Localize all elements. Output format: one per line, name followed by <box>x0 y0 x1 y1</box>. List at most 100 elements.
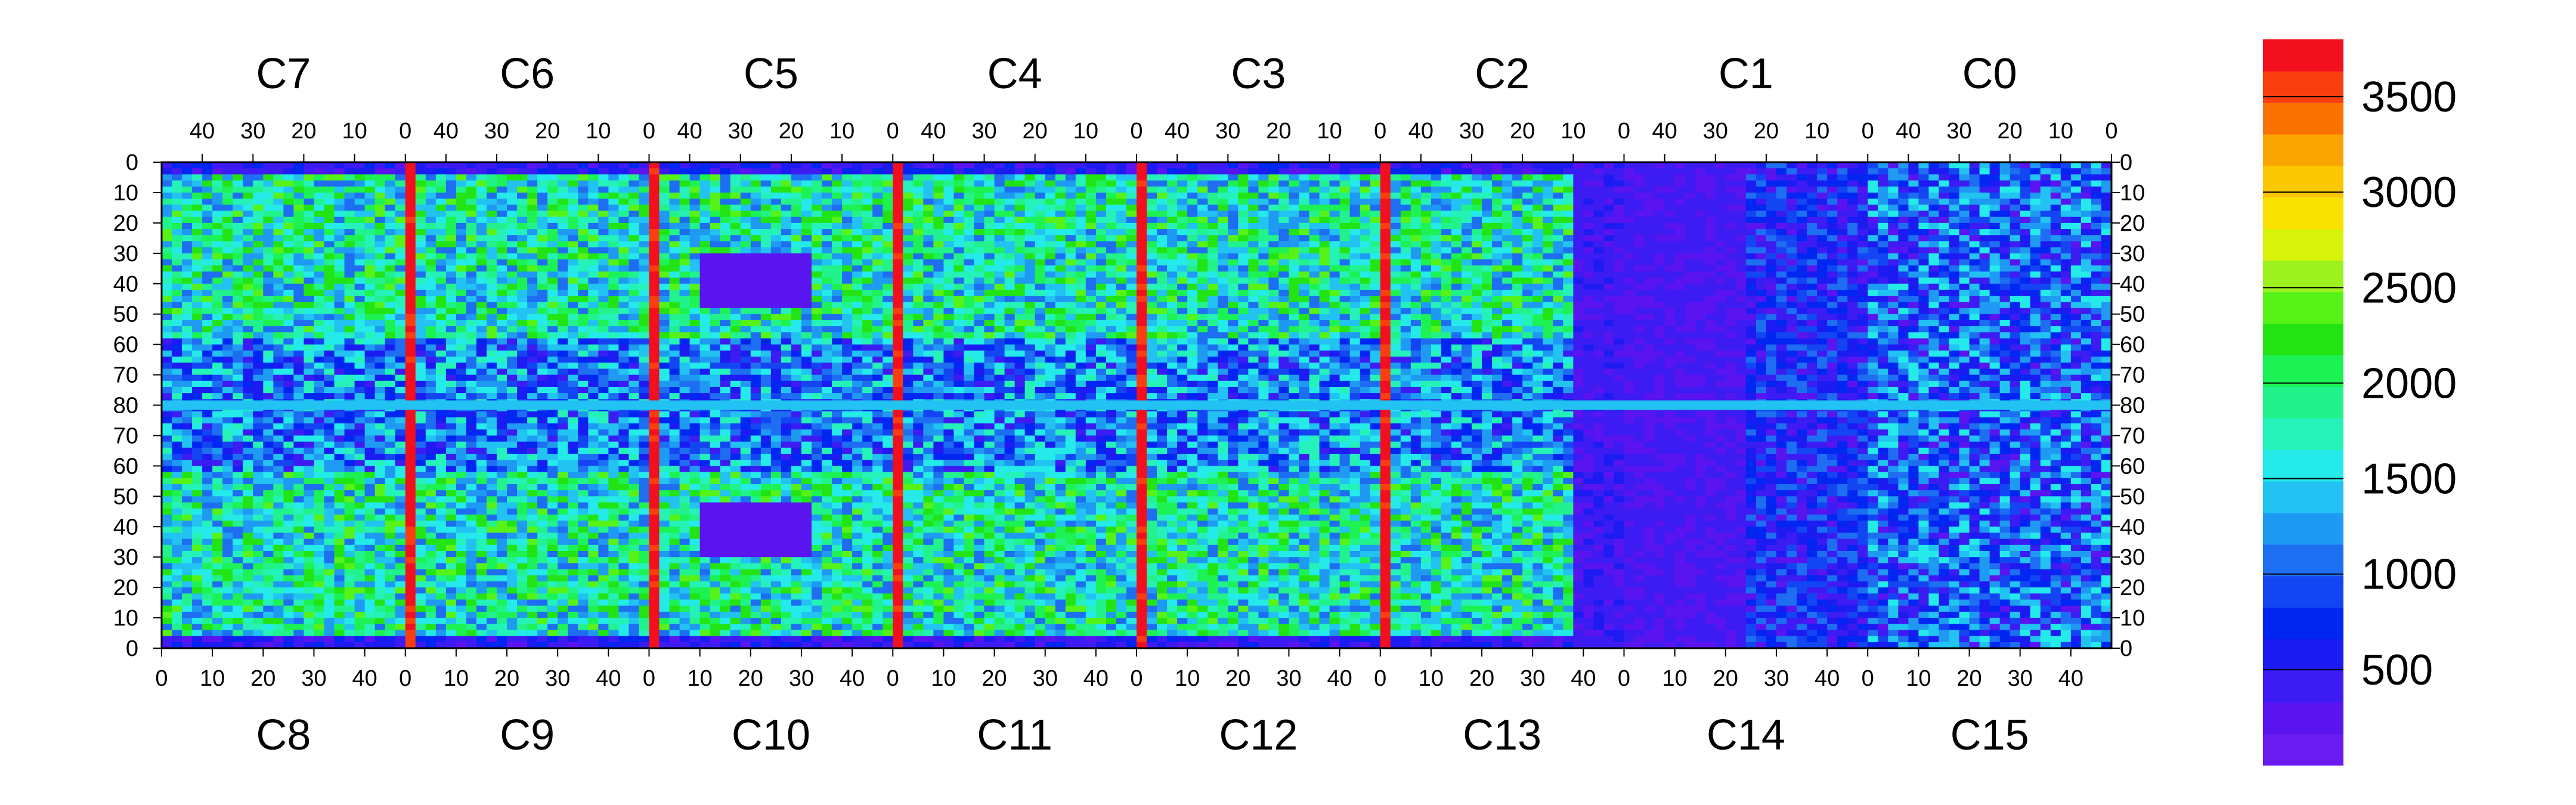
heatmap-cell <box>628 247 640 254</box>
heatmap-cell <box>537 314 548 321</box>
heatmap-cell <box>293 289 305 296</box>
heatmap-cell <box>1502 192 1513 199</box>
heatmap-cell <box>893 222 903 230</box>
heatmap-cell <box>639 186 650 193</box>
heatmap-cell <box>1857 186 1868 193</box>
heatmap-cell <box>1075 308 1086 315</box>
heatmap-cell <box>639 296 650 302</box>
heatmap-cell <box>2020 216 2031 224</box>
heatmap-cell <box>2091 216 2102 224</box>
heatmap-cell <box>344 296 355 302</box>
heatmap-cell <box>304 192 315 199</box>
heatmap-cell <box>182 283 193 290</box>
heatmap-cell <box>679 235 691 242</box>
heatmap-cell <box>760 302 772 309</box>
heatmap-cell <box>801 277 812 284</box>
heatmap-cell <box>1969 180 1980 187</box>
heatmap-cell <box>162 253 172 260</box>
heatmap-cell <box>1989 199 2001 205</box>
heatmap-cell <box>1218 241 1228 248</box>
heatmap-cell <box>324 241 335 248</box>
heatmap-cell <box>2020 259 2031 266</box>
heatmap-cell <box>598 283 609 290</box>
heatmap-cell <box>1278 265 1290 272</box>
heatmap-cell <box>354 259 366 266</box>
heatmap-cell <box>476 235 487 242</box>
heatmap-cell <box>913 308 924 315</box>
heatmap-cell <box>1095 186 1107 193</box>
heatmap-cell <box>456 247 467 254</box>
heatmap-cell <box>913 265 924 272</box>
heatmap-cell <box>547 314 558 321</box>
heatmap-cell <box>1928 235 1940 242</box>
heatmap-cell <box>2050 168 2061 175</box>
heatmap-cell <box>1329 265 1340 272</box>
heatmap-cell <box>293 253 305 260</box>
heatmap-cell <box>1797 253 1807 260</box>
heatmap-cell <box>2010 216 2021 224</box>
heatmap-cell <box>1137 296 1147 302</box>
heatmap-cell <box>445 247 457 254</box>
heatmap-cell <box>1949 235 1960 242</box>
heatmap-cell <box>903 259 914 266</box>
heatmap-cell <box>1745 283 1757 290</box>
heatmap-cell <box>1898 289 1909 296</box>
heatmap-cell <box>1715 241 1726 248</box>
heatmap-cell <box>1918 229 1930 236</box>
heatmap-cell <box>1664 174 1676 181</box>
heatmap-cell <box>233 247 243 254</box>
heatmap-cell <box>1715 180 1726 187</box>
heatmap-cell <box>1593 253 1605 260</box>
heatmap-cell <box>1939 162 1950 169</box>
heatmap-cell <box>639 199 650 205</box>
heatmap-cell <box>578 186 589 193</box>
heatmap-cell <box>2070 302 2082 309</box>
heatmap-cell <box>2050 192 2061 199</box>
heatmap-cell <box>1674 296 1686 302</box>
heatmap-cell <box>730 216 741 224</box>
heatmap-cell <box>1807 277 1818 284</box>
heatmap-cell <box>1218 271 1228 278</box>
heatmap-cell <box>1390 314 1401 321</box>
heatmap-cell <box>2080 283 2092 290</box>
heatmap-cell <box>1420 205 1432 212</box>
heatmap-cell <box>2010 229 2021 236</box>
heatmap-cell <box>1817 283 1828 290</box>
heatmap-cell <box>1177 199 1188 205</box>
heatmap-cell <box>913 253 924 260</box>
heatmap-cell <box>1329 180 1340 187</box>
heatmap-cell <box>374 283 386 290</box>
heatmap-cell <box>2030 222 2041 230</box>
heatmap-cell <box>1024 314 1036 321</box>
heatmap-cell <box>476 296 487 302</box>
heatmap-cell <box>1085 247 1097 254</box>
heatmap-cell <box>1380 235 1391 242</box>
heatmap-cell <box>1634 168 1645 175</box>
heatmap-cell <box>243 162 253 169</box>
heatmap-cell <box>1553 199 1563 205</box>
heatmap-cell <box>2070 253 2082 260</box>
heatmap-cell <box>953 180 965 187</box>
heatmap-cell <box>812 199 822 205</box>
heatmap-cell <box>913 247 924 254</box>
heatmap-cell <box>182 192 193 199</box>
heatmap-cell <box>1218 265 1228 272</box>
heatmap-cell <box>1999 168 2011 175</box>
heatmap-cell <box>1085 235 1097 242</box>
heatmap-cell <box>1939 192 1950 199</box>
heatmap-cell <box>1959 174 1970 181</box>
heatmap-cell <box>1431 265 1442 272</box>
heatmap-cell <box>1380 162 1391 169</box>
heatmap-cell <box>770 296 782 302</box>
heatmap-cell <box>1928 271 1940 278</box>
heatmap-cell <box>1095 259 1107 266</box>
heatmap-cell <box>283 216 295 224</box>
heatmap-cell <box>1857 168 1868 175</box>
heatmap-cell <box>832 308 843 315</box>
heatmap-cell <box>801 162 812 169</box>
heatmap-cell <box>1024 199 1036 205</box>
heatmap-cell <box>1268 296 1280 302</box>
heatmap-cell <box>1755 241 1767 248</box>
heatmap-cell <box>649 265 660 272</box>
heatmap-cell <box>1492 265 1503 272</box>
